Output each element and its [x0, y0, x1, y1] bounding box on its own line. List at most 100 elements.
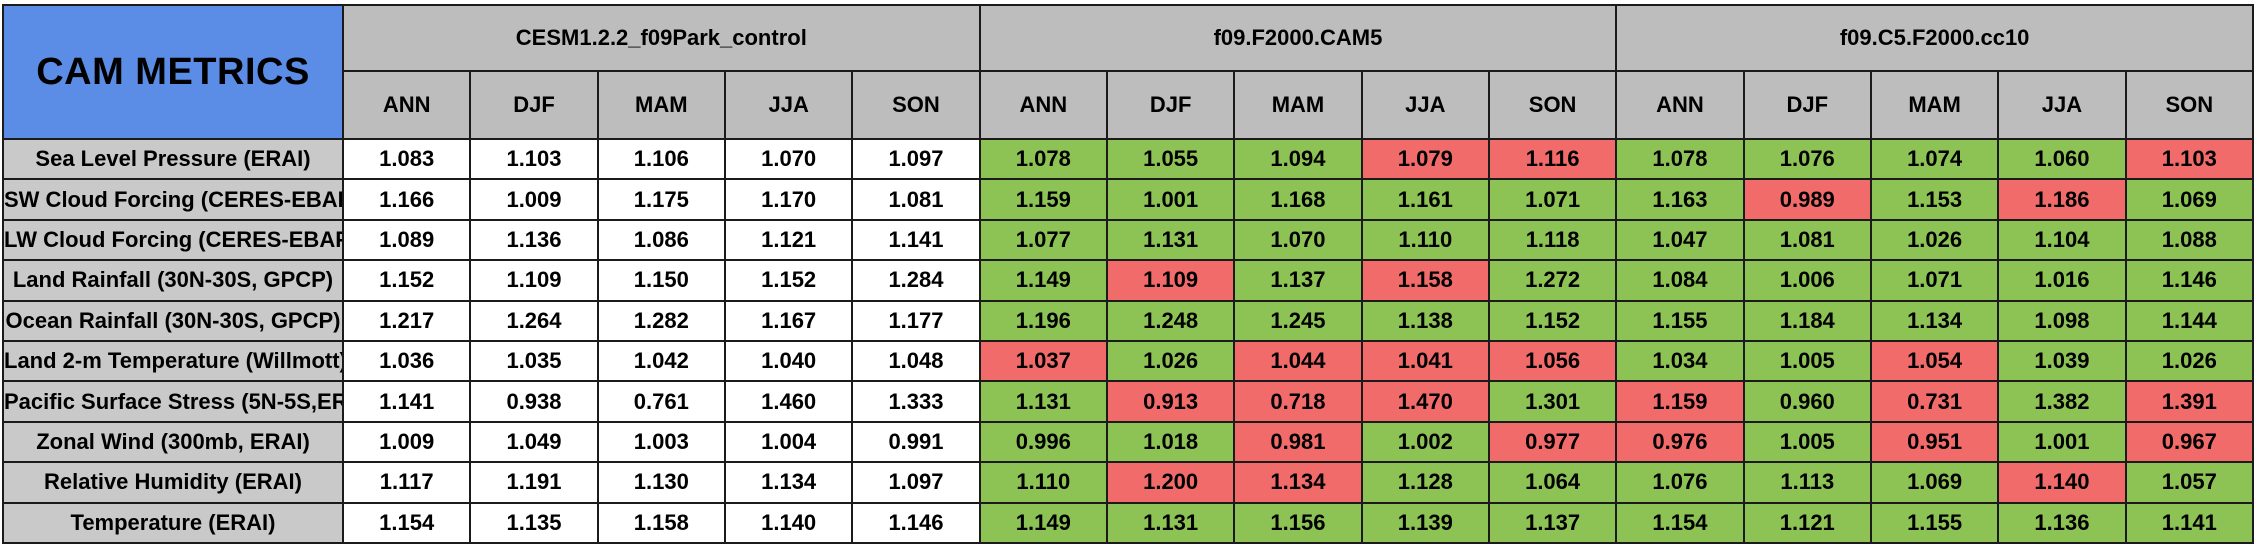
value-cell[interactable]: 1.170	[723, 178, 854, 221]
value-cell[interactable]: 1.044	[1233, 339, 1363, 383]
season-header-djf[interactable]: DJF	[1742, 70, 1872, 140]
value-cell[interactable]: 1.118	[1487, 218, 1618, 262]
value-cell[interactable]: 1.150	[596, 259, 726, 302]
value-cell[interactable]: 1.088	[2124, 218, 2255, 262]
value-cell[interactable]: 1.470	[1360, 380, 1490, 423]
value-cell[interactable]: 1.333	[851, 380, 981, 423]
season-header-mam[interactable]: MAM	[1233, 70, 1363, 140]
value-cell[interactable]: 1.049	[469, 420, 599, 464]
value-cell[interactable]: 1.034	[1615, 339, 1745, 383]
value-cell[interactable]: 1.041	[1360, 339, 1490, 383]
metric-name-cell[interactable]: Land 2-m Temperature (Willmott)	[2, 339, 344, 383]
value-cell[interactable]: 1.070	[723, 137, 854, 181]
value-cell[interactable]: 1.086	[596, 218, 726, 262]
value-cell[interactable]: 1.103	[469, 137, 599, 181]
value-cell[interactable]: 1.140	[723, 501, 854, 545]
value-cell[interactable]: 1.134	[1869, 299, 2000, 342]
value-cell[interactable]: 1.460	[723, 380, 854, 423]
value-cell[interactable]: 1.005	[1742, 420, 1872, 464]
value-cell[interactable]: 1.016	[1997, 259, 2127, 302]
season-header-ann[interactable]: ANN	[1615, 70, 1745, 140]
value-cell[interactable]: 1.153	[1869, 178, 2000, 221]
value-cell[interactable]: 1.154	[341, 501, 472, 545]
value-cell[interactable]: 1.177	[851, 299, 981, 342]
value-cell[interactable]: 1.098	[1997, 299, 2127, 342]
value-cell[interactable]: 1.097	[851, 137, 981, 181]
value-cell[interactable]: 1.248	[1105, 299, 1236, 342]
value-cell[interactable]: 1.141	[341, 380, 472, 423]
value-cell[interactable]: 1.077	[978, 218, 1108, 262]
value-cell[interactable]: 0.991	[851, 420, 981, 464]
value-cell[interactable]: 1.134	[723, 461, 854, 504]
value-cell[interactable]: 1.121	[723, 218, 854, 262]
season-header-son[interactable]: SON	[1487, 70, 1618, 140]
value-cell[interactable]: 1.081	[1742, 218, 1872, 262]
value-cell[interactable]: 1.047	[1615, 218, 1745, 262]
value-cell[interactable]: 1.097	[851, 461, 981, 504]
value-cell[interactable]: 0.989	[1742, 178, 1872, 221]
value-cell[interactable]: 1.104	[1997, 218, 2127, 262]
value-cell[interactable]: 1.069	[1869, 461, 2000, 504]
value-cell[interactable]: 1.175	[596, 178, 726, 221]
value-cell[interactable]: 1.071	[1487, 178, 1618, 221]
value-cell[interactable]: 1.134	[1233, 461, 1363, 504]
value-cell[interactable]: 1.200	[1105, 461, 1236, 504]
value-cell[interactable]: 1.055	[1105, 137, 1236, 181]
value-cell[interactable]: 1.284	[851, 259, 981, 302]
value-cell[interactable]: 1.083	[341, 137, 472, 181]
season-header-ann[interactable]: ANN	[341, 70, 472, 140]
value-cell[interactable]: 1.152	[341, 259, 472, 302]
value-cell[interactable]: 1.245	[1233, 299, 1363, 342]
value-cell[interactable]: 1.149	[978, 259, 1108, 302]
value-cell[interactable]: 0.951	[1869, 420, 2000, 464]
value-cell[interactable]: 1.139	[1360, 501, 1490, 545]
value-cell[interactable]: 1.009	[469, 178, 599, 221]
value-cell[interactable]: 1.002	[1360, 420, 1490, 464]
value-cell[interactable]: 1.001	[1105, 178, 1236, 221]
value-cell[interactable]: 0.913	[1105, 380, 1236, 423]
value-cell[interactable]: 1.161	[1360, 178, 1490, 221]
metric-name-cell[interactable]: Temperature (ERAI)	[2, 501, 344, 545]
value-cell[interactable]: 1.109	[1105, 259, 1236, 302]
value-cell[interactable]: 1.035	[469, 339, 599, 383]
value-cell[interactable]: 1.003	[596, 420, 726, 464]
value-cell[interactable]: 1.110	[1360, 218, 1490, 262]
value-cell[interactable]: 1.264	[469, 299, 599, 342]
value-cell[interactable]: 1.057	[2124, 461, 2255, 504]
value-cell[interactable]: 1.166	[341, 178, 472, 221]
value-cell[interactable]: 1.094	[1233, 137, 1363, 181]
season-header-ann[interactable]: ANN	[978, 70, 1108, 140]
value-cell[interactable]: 1.130	[596, 461, 726, 504]
value-cell[interactable]: 1.149	[978, 501, 1108, 545]
value-cell[interactable]: 1.146	[851, 501, 981, 545]
value-cell[interactable]: 1.146	[2124, 259, 2255, 302]
value-cell[interactable]: 1.163	[1615, 178, 1745, 221]
value-cell[interactable]: 0.976	[1615, 420, 1745, 464]
value-cell[interactable]: 1.056	[1487, 339, 1618, 383]
value-cell[interactable]: 1.159	[1615, 380, 1745, 423]
value-cell[interactable]: 0.967	[2124, 420, 2255, 464]
metric-name-cell[interactable]: Ocean Rainfall (30N-30S, GPCP)	[2, 299, 344, 342]
value-cell[interactable]: 1.109	[469, 259, 599, 302]
value-cell[interactable]: 1.138	[1360, 299, 1490, 342]
season-header-djf[interactable]: DJF	[469, 70, 599, 140]
value-cell[interactable]: 1.048	[851, 339, 981, 383]
experiment-header-cc10[interactable]: f09.C5.F2000.cc10	[1615, 4, 2254, 72]
value-cell[interactable]: 1.168	[1233, 178, 1363, 221]
value-cell[interactable]: 1.039	[1997, 339, 2127, 383]
value-cell[interactable]: 1.191	[469, 461, 599, 504]
value-cell[interactable]: 1.071	[1869, 259, 2000, 302]
season-header-mam[interactable]: MAM	[1869, 70, 2000, 140]
metric-name-cell[interactable]: Relative Humidity (ERAI)	[2, 461, 344, 504]
value-cell[interactable]: 1.152	[1487, 299, 1618, 342]
season-header-son[interactable]: SON	[2124, 70, 2255, 140]
season-header-son[interactable]: SON	[851, 70, 981, 140]
value-cell[interactable]: 1.076	[1742, 137, 1872, 181]
value-cell[interactable]: 1.128	[1360, 461, 1490, 504]
value-cell[interactable]: 1.131	[1105, 501, 1236, 545]
value-cell[interactable]: 1.070	[1233, 218, 1363, 262]
value-cell[interactable]: 1.156	[1233, 501, 1363, 545]
value-cell[interactable]: 1.089	[341, 218, 472, 262]
value-cell[interactable]: 1.131	[1105, 218, 1236, 262]
season-header-mam[interactable]: MAM	[596, 70, 726, 140]
